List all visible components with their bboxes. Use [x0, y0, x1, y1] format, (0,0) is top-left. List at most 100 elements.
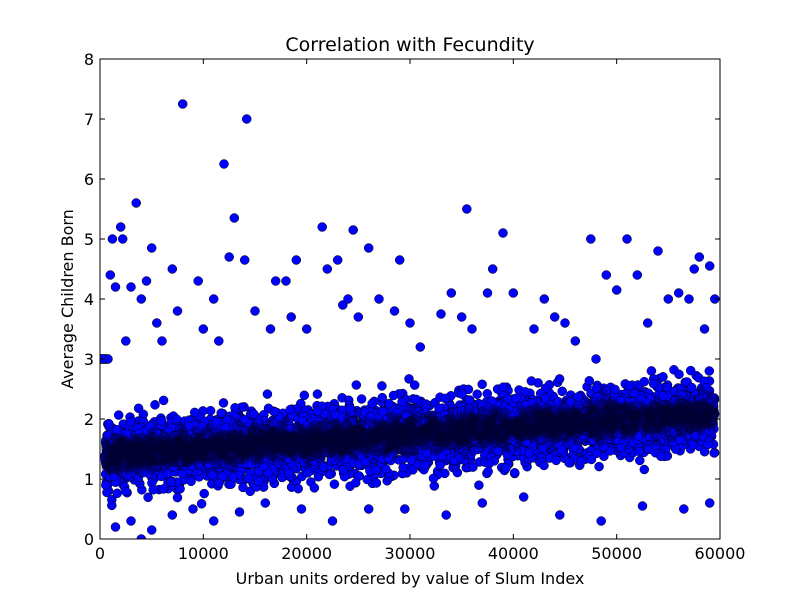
data-point [299, 390, 310, 401]
data-point [436, 309, 446, 319]
data-point [198, 324, 209, 334]
data-point [477, 498, 488, 508]
data-point [156, 416, 167, 426]
data-point [293, 483, 303, 494]
data-point [110, 282, 121, 292]
data-point [217, 471, 228, 482]
data-point [229, 213, 240, 223]
data-point [684, 294, 694, 304]
data-point [674, 369, 684, 380]
data-point [694, 252, 705, 262]
data-point [312, 406, 323, 416]
data-point [639, 464, 650, 475]
data-point [286, 312, 296, 322]
data-point [687, 382, 697, 393]
data-point [207, 470, 218, 480]
data-point [474, 480, 484, 490]
data-point [570, 336, 581, 346]
data-point [482, 288, 493, 298]
data-point [591, 354, 601, 364]
data-point [110, 522, 121, 532]
data-point [440, 393, 450, 404]
data-point [601, 270, 612, 280]
data-point [262, 389, 273, 399]
data-point [483, 466, 493, 477]
data-point [117, 234, 128, 244]
data-point [113, 410, 124, 420]
data-point [398, 462, 408, 473]
data-point [434, 403, 444, 414]
data-point [576, 456, 586, 467]
data-point [327, 516, 338, 526]
data-point [241, 114, 252, 124]
data-point [632, 270, 643, 280]
data-point [146, 243, 157, 253]
data-point [329, 479, 340, 489]
data-point [646, 366, 657, 376]
data-point [371, 478, 382, 488]
data-point [529, 324, 539, 334]
data-point [351, 380, 362, 390]
data-point [353, 312, 364, 322]
data-point [214, 336, 224, 346]
data-point [539, 294, 550, 304]
data-point [400, 504, 410, 514]
data-point [363, 504, 374, 514]
data-point [637, 501, 648, 511]
data-point [367, 398, 377, 409]
data-point [239, 255, 250, 265]
data-point [526, 376, 537, 386]
data-point [688, 440, 698, 450]
data-point [285, 404, 296, 415]
data-point [573, 392, 583, 402]
data-point [662, 382, 672, 393]
data-point [596, 516, 606, 526]
data-point [317, 222, 327, 232]
data-point [446, 288, 457, 298]
data-point [586, 454, 597, 465]
data-point [350, 478, 361, 488]
data-point [148, 485, 158, 495]
data-point [560, 318, 570, 328]
data-point [487, 264, 498, 274]
data-point [291, 255, 302, 265]
data-point [208, 294, 219, 304]
data-point [679, 504, 689, 514]
data-point [554, 374, 565, 384]
density-core-point [234, 419, 244, 429]
data-point [615, 442, 626, 453]
data-point [270, 276, 281, 286]
data-point [150, 400, 160, 410]
data-point [343, 294, 353, 304]
data-point [219, 159, 229, 169]
data-point [378, 406, 388, 417]
data-point [188, 504, 198, 514]
data-point [152, 318, 162, 328]
data-point [673, 288, 684, 298]
data-point [539, 460, 549, 471]
data-point [104, 418, 114, 429]
data-point [363, 243, 374, 253]
data-point [332, 255, 343, 265]
data-point [420, 460, 430, 471]
data-point [409, 380, 420, 390]
data-point [303, 468, 313, 478]
data-point [238, 482, 248, 493]
data-point [472, 389, 482, 399]
data-point [177, 99, 188, 109]
data-point [196, 499, 207, 509]
data-point [167, 264, 178, 274]
data-point [374, 294, 384, 304]
data-point [146, 525, 157, 535]
data-point [540, 393, 551, 404]
data-point [564, 458, 574, 468]
data-point [211, 416, 222, 427]
data-point [121, 336, 131, 346]
data-point [133, 403, 144, 414]
data-point [166, 477, 177, 487]
data-point [125, 416, 136, 427]
data-point [254, 476, 264, 487]
data-point [101, 480, 111, 490]
data-point [557, 386, 567, 397]
data-point [338, 465, 349, 475]
